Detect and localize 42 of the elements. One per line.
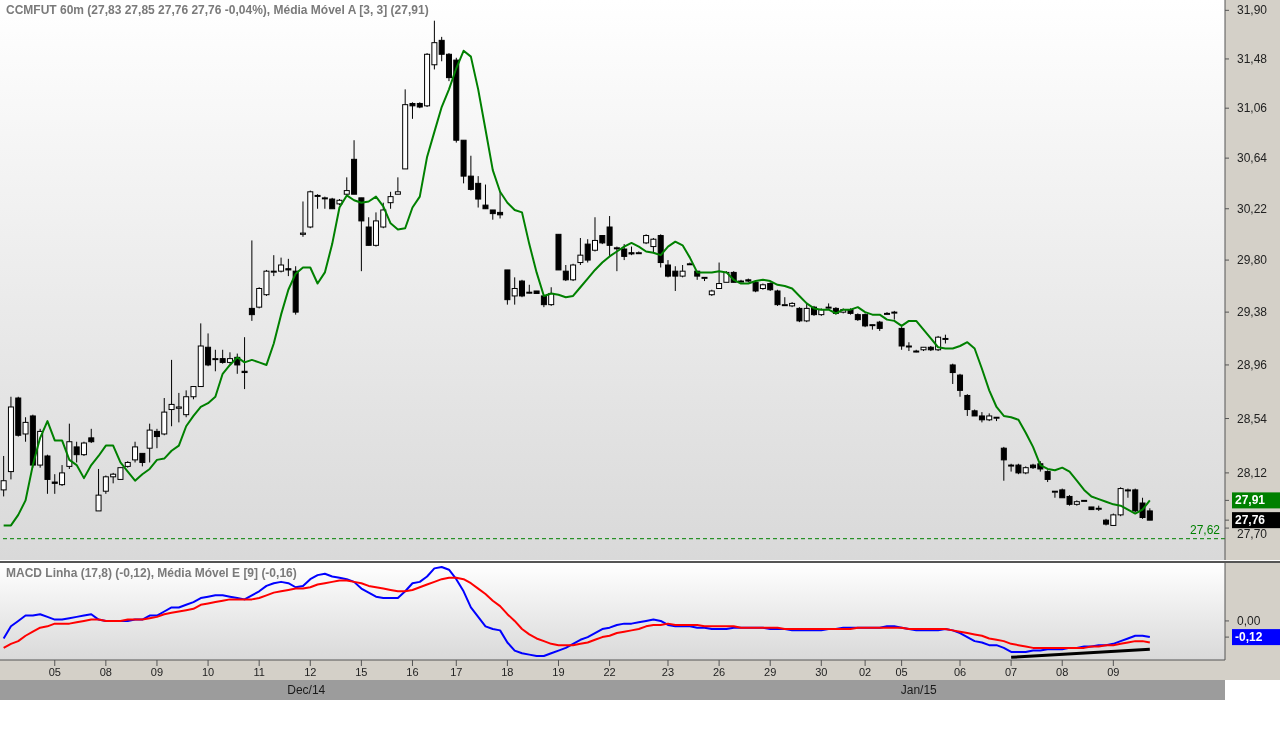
y-tick-label: 31,90 — [1237, 3, 1268, 18]
x-tick-label: 09 — [1107, 665, 1120, 678]
x-tick-label: 07 — [1005, 665, 1018, 678]
x-tick-label: 12 — [304, 665, 317, 678]
x-tick-label: 05 — [895, 665, 908, 678]
x-tick-label: 18 — [501, 665, 514, 678]
y-tick-label: 0,00 — [1237, 613, 1261, 628]
x-tick-label: 08 — [99, 665, 112, 678]
x-tick-label: 16 — [406, 665, 419, 678]
x-tick-label: 26 — [712, 665, 726, 678]
text: Jan/15 — [900, 683, 937, 697]
y-tick-label: 28,54 — [1237, 411, 1268, 426]
x-tick-label: 11 — [253, 665, 265, 678]
y-tick-label: 27,76 — [1235, 513, 1266, 528]
x-tick-label: 19 — [552, 665, 565, 678]
y-tick-label: 31,06 — [1237, 101, 1268, 116]
chart-title: CCMFUT 60m (27,83 27,85 27,76 27,76 -0,04%), Média Móvel A [3, 3] (27,91) — [6, 3, 429, 17]
y-tick-label: 29,38 — [1237, 305, 1268, 320]
y-tick-label: 27,91 — [1235, 493, 1266, 508]
chart-title: MACD Linha (17,8) (-0,12), Média Móvel E [9] (-0,16) — [6, 566, 297, 580]
x-tick-label: 29 — [764, 665, 777, 678]
y-tick-label: 30,22 — [1237, 201, 1268, 216]
y-tick-label: 28,96 — [1237, 357, 1268, 372]
x-tick-label: 23 — [661, 665, 675, 678]
x-tick-label: 15 — [355, 665, 368, 678]
y-tick-label: -0,12 — [1235, 630, 1263, 645]
y-tick-label: 29,80 — [1237, 253, 1268, 268]
x-tick-label: 05 — [48, 665, 61, 678]
y-tick-label: 27,70 — [1237, 527, 1268, 542]
y-tick-label: 30,64 — [1237, 151, 1268, 166]
y-tick-label: 31,48 — [1237, 51, 1268, 66]
y-tick-label: 28,12 — [1237, 465, 1268, 480]
x-tick-label: 22 — [603, 665, 616, 678]
text: Dec/14 — [287, 683, 326, 697]
x-tick-label: 06 — [953, 665, 967, 678]
x-tick-label: 30 — [815, 665, 828, 678]
x-tick-label: 02 — [858, 665, 872, 678]
x-tick-label: 08 — [1056, 665, 1069, 678]
ref-line-label: 27,62 — [1189, 522, 1221, 537]
x-tick-label: 10 — [201, 665, 215, 678]
x-tick-label: 17 — [450, 665, 463, 678]
x-tick-label: 09 — [150, 665, 164, 678]
